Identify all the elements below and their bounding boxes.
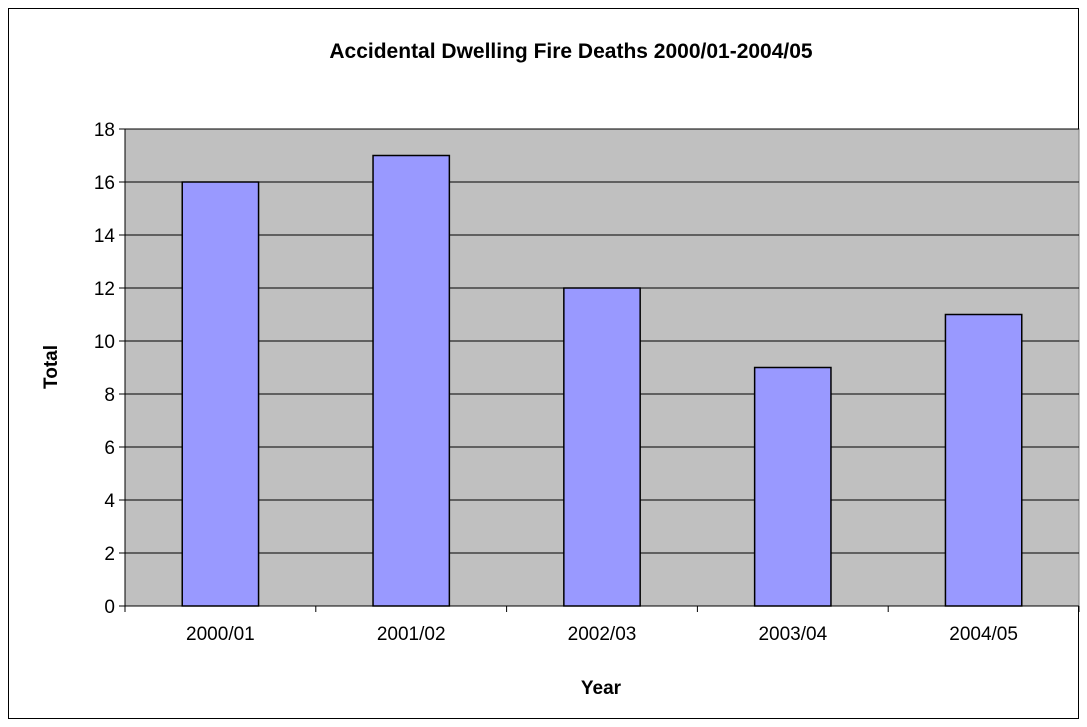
y-tick-label: 14 xyxy=(94,226,116,247)
y-tick-label: 0 xyxy=(104,597,115,618)
y-axis-ticks: 0 2 4 6 8 10 12 14 16 18 xyxy=(94,120,116,618)
x-axis-ticks: 2000/01 2001/02 2002/03 2003/04 2004/05 xyxy=(186,624,1018,645)
axes xyxy=(119,128,1080,612)
bars xyxy=(181,154,1023,607)
x-axis-title: Year xyxy=(581,678,622,699)
y-tick-label: 2 xyxy=(104,544,115,565)
y-tick-label: 10 xyxy=(94,332,115,353)
bar xyxy=(753,366,832,607)
x-tick-label: 2002/03 xyxy=(568,624,637,645)
x-tick-label: 2000/01 xyxy=(186,624,255,645)
y-tick-label: 16 xyxy=(94,173,115,194)
y-tick-label: 18 xyxy=(94,120,115,141)
chart-title: Accidental Dwelling Fire Deaths 2000/01-… xyxy=(329,40,813,63)
y-tick-label: 4 xyxy=(104,491,115,512)
bar xyxy=(181,181,260,607)
bar xyxy=(372,154,451,607)
x-tick-label: 2001/02 xyxy=(377,624,446,645)
y-axis-title: Total xyxy=(41,345,62,389)
y-tick-label: 8 xyxy=(104,385,115,406)
bar xyxy=(563,287,641,607)
y-tick-label: 12 xyxy=(94,279,115,300)
x-tick-label: 2003/04 xyxy=(758,624,827,645)
x-tick-label: 2004/05 xyxy=(949,624,1018,645)
bar xyxy=(944,313,1023,607)
y-tick-label: 6 xyxy=(104,438,115,459)
